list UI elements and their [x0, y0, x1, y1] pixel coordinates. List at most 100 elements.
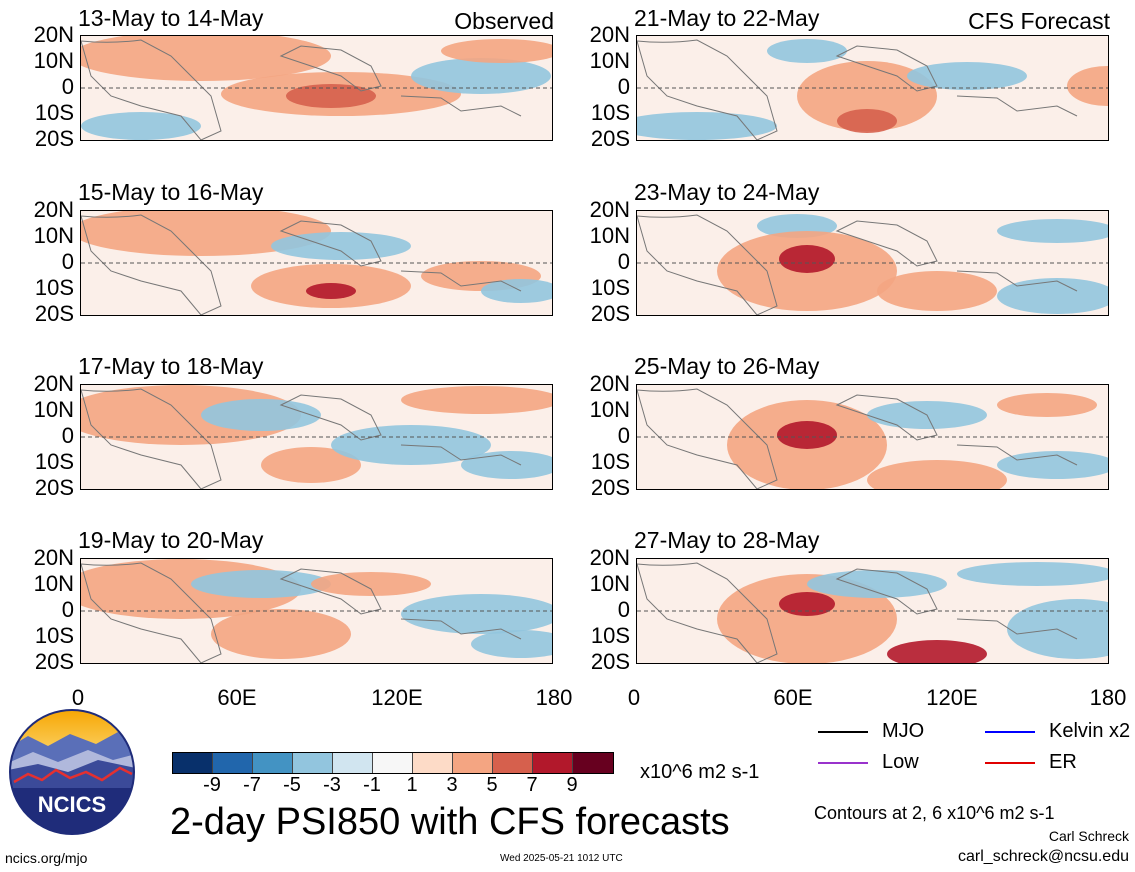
colorbar-tick-2: -5 — [283, 774, 301, 796]
colorbar-units: x10^6 m2 s-1 — [640, 761, 760, 783]
map-panel-5 — [80, 384, 553, 490]
lon-label-60e-left: 60E — [217, 685, 257, 710]
panel-title-4: 23-May to 24-May — [634, 179, 820, 205]
legend-er-label: ER — [1049, 751, 1077, 773]
lat-label-20n-panel-8: 20N — [589, 545, 630, 570]
lat-label-10s-panel-6: 10S — [590, 449, 630, 474]
lat-label-10n-panel-3: 10N — [33, 223, 74, 248]
lat-label-10n-panel-4: 10N — [589, 223, 630, 248]
lon-label-60e-right: 60E — [773, 685, 813, 710]
colorbar-tick-0: -9 — [203, 774, 221, 796]
lat-label-20s-panel-4: 20S — [590, 301, 630, 326]
lat-label-20n-panel-7: 20N — [33, 545, 74, 570]
colorbar-swatch-10 — [573, 753, 613, 773]
lat-label-10s-panel-3: 10S — [34, 275, 74, 300]
panel-title-7: 19-May to 20-May — [78, 527, 264, 553]
colorbar-swatch-9 — [533, 753, 573, 773]
panel-title-6: 25-May to 26-May — [634, 353, 820, 379]
logo-text: NCICS — [38, 792, 106, 817]
lat-label-10s-panel-4: 10S — [590, 275, 630, 300]
lat-label-10s-panel-8: 10S — [590, 623, 630, 648]
lat-label-20n-panel-6: 20N — [589, 371, 630, 396]
lat-label-20n-panel-2: 20N — [589, 22, 630, 47]
lat-label-10n-panel-7: 10N — [33, 571, 74, 596]
legend-kelvin: Kelvin x2 — [985, 720, 1130, 743]
lat-label-20n-panel-5: 20N — [33, 371, 74, 396]
colorbar-tick-9: 9 — [566, 774, 578, 796]
lon-label-180-right: 180 — [1089, 685, 1127, 710]
lat-label-10n-panel-2: 10N — [589, 48, 630, 73]
legend-kelvin-label: Kelvin x2 — [1049, 720, 1131, 742]
lat-label-0-panel-2: 0 — [617, 74, 630, 99]
lat-label-20s-panel-2: 20S — [590, 126, 630, 151]
colorbar-tick-6: 3 — [446, 774, 458, 796]
lat-label-0-panel-7: 0 — [61, 597, 74, 622]
lat-label-0-panel-8: 0 — [617, 597, 630, 622]
contours-note: Contours at 2, 6 x10^6 m2 s-1 — [814, 803, 1055, 823]
map-panel-6 — [636, 384, 1109, 490]
legend-mjo-line — [818, 730, 868, 733]
legend-er: ER — [985, 751, 1077, 774]
colorbar-tick-4: -1 — [363, 774, 381, 796]
lat-label-10s-panel-2: 10S — [590, 100, 630, 125]
panel-title-3: 15-May to 16-May — [78, 179, 264, 205]
lat-label-0-panel-4: 0 — [617, 249, 630, 274]
colorbar-swatch-1 — [213, 753, 253, 773]
panel-title-1: 13-May to 14-May — [78, 5, 264, 31]
lat-label-20s-panel-1: 20S — [34, 126, 74, 151]
map-panel-1 — [80, 35, 553, 141]
map-panel-3 — [80, 210, 553, 316]
lat-label-20s-panel-8: 20S — [590, 649, 630, 674]
lat-label-10n-panel-1: 10N — [33, 48, 74, 73]
legend-low-label: Low — [882, 751, 919, 773]
legend-kelvin-line — [985, 730, 1035, 733]
colorbar-swatch-7 — [453, 753, 493, 773]
colorbar-swatch-4 — [333, 753, 373, 773]
colorbar — [172, 752, 614, 774]
lat-label-20n-panel-4: 20N — [589, 197, 630, 222]
lat-label-10n-panel-8: 10N — [589, 571, 630, 596]
colorbar-swatch-0 — [173, 753, 213, 773]
lat-label-20n-panel-1: 20N — [33, 22, 74, 47]
email[interactable]: carl_schreck@ncsu.edu — [958, 848, 1129, 865]
forecast-label: CFS Forecast — [968, 8, 1110, 34]
colorbar-tick-5: 1 — [406, 774, 418, 796]
map-panel-8 — [636, 558, 1109, 664]
lat-label-20n-panel-3: 20N — [33, 197, 74, 222]
lat-label-10n-panel-5: 10N — [33, 397, 74, 422]
map-panel-4 — [636, 210, 1109, 316]
colorbar-swatch-3 — [293, 753, 333, 773]
colorbar-swatch-5 — [373, 753, 413, 773]
lat-label-0-panel-1: 0 — [61, 74, 74, 99]
legend-low: Low — [818, 751, 919, 774]
lat-label-0-panel-6: 0 — [617, 423, 630, 448]
site-link[interactable]: ncics.org/mjo — [5, 850, 88, 866]
colorbar-tick-1: -7 — [243, 774, 261, 796]
legend-low-line — [818, 761, 868, 764]
panel-title-5: 17-May to 18-May — [78, 353, 264, 379]
legend-mjo: MJO — [818, 720, 924, 743]
main-title: 2-day PSI850 with CFS forecasts — [170, 801, 730, 843]
lon-label-120e-right: 120E — [926, 685, 978, 710]
lat-label-10s-panel-7: 10S — [34, 623, 74, 648]
lat-label-20s-panel-3: 20S — [34, 301, 74, 326]
lon-label-0-right: 0 — [627, 685, 641, 710]
ncics-logo: NCICS — [8, 708, 136, 836]
map-panel-7 — [80, 558, 553, 664]
lat-label-10s-panel-5: 10S — [34, 449, 74, 474]
colorbar-tick-8: 7 — [526, 774, 538, 796]
colorbar-swatch-6 — [413, 753, 453, 773]
panel-title-8: 27-May to 28-May — [634, 527, 820, 553]
map-panel-2 — [636, 35, 1109, 141]
lon-label-120e-left: 120E — [371, 685, 423, 710]
lon-label-180-left: 180 — [535, 685, 573, 710]
lat-label-20s-panel-5: 20S — [34, 475, 74, 500]
colorbar-tick-3: -3 — [323, 774, 341, 796]
legend-mjo-label: MJO — [882, 720, 925, 742]
legend-er-line — [985, 761, 1035, 764]
timestamp: Wed 2025-05-21 1012 UTC — [500, 853, 623, 864]
panel-title-2: 21-May to 22-May — [634, 5, 820, 31]
observed-label: Observed — [454, 8, 554, 34]
colorbar-swatch-2 — [253, 753, 293, 773]
lat-label-10s-panel-1: 10S — [34, 100, 74, 125]
